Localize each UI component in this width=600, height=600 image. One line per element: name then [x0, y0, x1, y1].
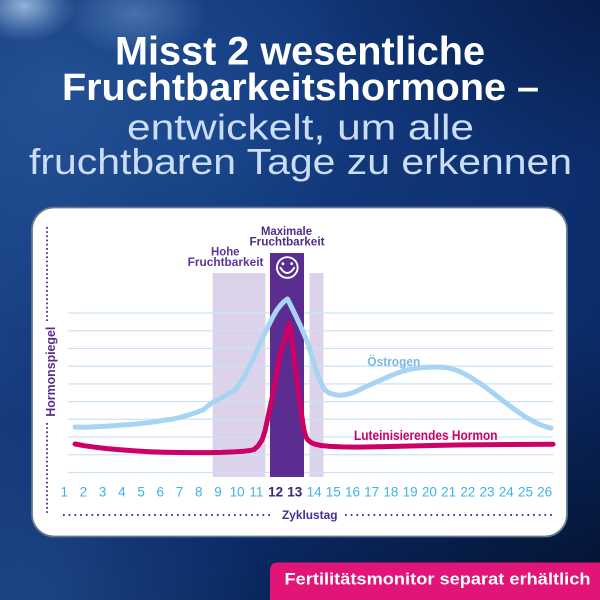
- svg-text:2: 2: [80, 485, 88, 500]
- svg-text:10: 10: [230, 485, 245, 500]
- svg-text:1: 1: [60, 485, 68, 500]
- svg-text:7: 7: [176, 485, 184, 500]
- svg-text:11: 11: [249, 485, 263, 500]
- svg-text:24: 24: [499, 485, 515, 500]
- svg-text:entwickelt, um alle: entwickelt, um alle: [127, 107, 474, 148]
- svg-text:22: 22: [460, 485, 475, 500]
- svg-text:23: 23: [479, 485, 494, 500]
- svg-text:Luteinisierendes Hormon: Luteinisierendes Hormon: [354, 428, 498, 443]
- svg-text:5: 5: [137, 485, 145, 500]
- svg-text:fruchtbaren Tage zu erkennen: fruchtbaren Tage zu erkennen: [29, 141, 572, 182]
- svg-text:14: 14: [307, 485, 323, 500]
- svg-text:Hormonspiegel: Hormonspiegel: [43, 327, 58, 417]
- svg-text:3: 3: [99, 485, 107, 500]
- svg-text:Fruchtbarkeit: Fruchtbarkeit: [250, 237, 325, 249]
- svg-text:16: 16: [345, 485, 360, 500]
- svg-text:6: 6: [157, 485, 165, 500]
- svg-text:Fertilitätsmonitor separat erh: Fertilitätsmonitor separat erhältlich: [285, 569, 591, 588]
- svg-text:Misst 2 wesentliche: Misst 2 wesentliche: [115, 30, 485, 74]
- svg-text:8: 8: [195, 485, 203, 500]
- svg-text:9: 9: [214, 485, 222, 500]
- svg-text:12: 12: [268, 485, 283, 500]
- svg-text:17: 17: [364, 485, 379, 500]
- svg-text:25: 25: [518, 485, 533, 500]
- svg-text:Östrogen: Östrogen: [367, 354, 420, 369]
- svg-text:Hohe: Hohe: [211, 246, 240, 258]
- svg-text:15: 15: [326, 485, 341, 500]
- svg-text:21: 21: [441, 485, 456, 500]
- svg-text:Fruchtbarkeit: Fruchtbarkeit: [188, 257, 264, 269]
- svg-text:Fruchtbarkeitshormone –: Fruchtbarkeitshormone –: [62, 67, 539, 109]
- svg-text:4: 4: [118, 485, 126, 500]
- svg-text:Maximale: Maximale: [261, 226, 312, 238]
- svg-text:13: 13: [287, 485, 303, 500]
- svg-text:Zyklustag: Zyklustag: [282, 508, 338, 522]
- svg-text:26: 26: [537, 485, 552, 500]
- svg-text:18: 18: [383, 485, 398, 500]
- svg-text:19: 19: [403, 485, 418, 500]
- svg-text:20: 20: [422, 485, 437, 500]
